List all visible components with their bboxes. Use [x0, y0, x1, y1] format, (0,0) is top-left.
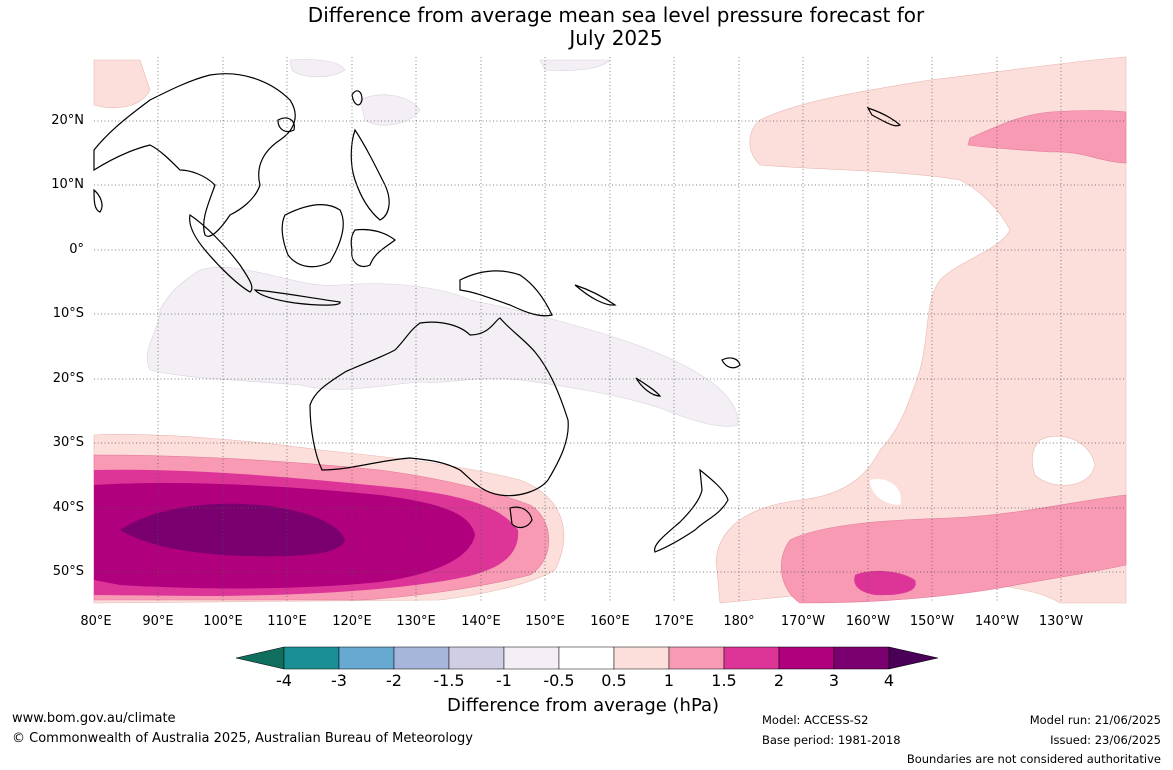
base-period-text: Base period: 1981-2018 [762, 733, 901, 747]
java-coast [253, 289, 341, 306]
website-link[interactable]: www.bom.gov.au/climate [12, 711, 176, 726]
lon-label-160w: 160°W [845, 614, 891, 629]
lat-label-10s: 10°S [52, 306, 84, 321]
issued-text: Issued: 23/06/2025 [1050, 733, 1161, 747]
anomaly-negative-small [146, 59, 739, 427]
australia-coast [309, 317, 569, 497]
colorbar [235, 646, 939, 670]
lon-label-150w: 150°W [909, 614, 955, 629]
title-line-1: Difference from average mean sea level p… [307, 3, 925, 27]
sumatra-coast [189, 214, 253, 293]
colorbar-segment [778, 646, 835, 670]
colorbar-segment [338, 646, 395, 670]
colorbar-segment [833, 646, 890, 670]
lon-label-140w: 140°W [974, 614, 1020, 629]
pacific-low-gap [1031, 435, 1096, 486]
lat-label-50s: 50°S [52, 564, 84, 579]
asia-mainland-coast [93, 73, 296, 237]
sulawesi-coast [350, 228, 396, 268]
fiji-coast [721, 357, 741, 369]
colorbar-tick: 3 [828, 671, 840, 690]
colorbar-tick: 2 [773, 671, 785, 690]
hawaii-coast [866, 106, 902, 127]
lon-label-170e: 170°E [654, 614, 694, 629]
boundaries-disclaimer: Boundaries are not considered authoritat… [906, 752, 1161, 766]
lon-label-130e: 130°E [396, 614, 436, 629]
map-title: Difference from average mean sea level p… [0, 4, 1173, 50]
colorbar-tick: 1 [663, 671, 675, 690]
lon-label-110e: 110°E [267, 614, 307, 629]
new-guinea-coast [459, 270, 553, 317]
colorbar-segment [668, 646, 725, 670]
lon-label-90e: 90°E [142, 614, 174, 629]
lat-label-20s: 20°S [52, 371, 84, 386]
copyright-text: © Commonwealth of Australia 2025, Austra… [12, 731, 473, 746]
lat-label-0: 0° [69, 242, 84, 257]
tasmania-coast [509, 506, 533, 529]
title-line-2: July 2025 [569, 26, 663, 50]
lat-label-40s: 40°S [52, 500, 84, 515]
solomon-islands-coast [574, 284, 617, 306]
lon-label-170w: 170°W [780, 614, 826, 629]
model-run-text: Model run: 21/06/2025 [1029, 713, 1161, 727]
colorbar-tick: 1.5 [711, 671, 737, 690]
colorbar-label: Difference from average (hPa) [447, 695, 720, 716]
graticule [94, 57, 1126, 603]
anomaly-positive-core [120, 503, 345, 557]
colorbar-tick: 0.5 [601, 671, 627, 690]
model-text: Model: ACCESS-S2 [762, 713, 869, 727]
colorbar-segment [393, 646, 450, 670]
lon-label-100e: 100°E [203, 614, 243, 629]
hainan-coast [277, 117, 295, 133]
taiwan-coast [351, 90, 363, 106]
lon-label-180: 180° [723, 614, 755, 629]
lat-label-20n: 20°N [51, 113, 84, 128]
lon-label-150e: 150°E [525, 614, 565, 629]
colorbar-segment [558, 646, 615, 670]
colorbar-segment [613, 646, 670, 670]
lon-label-130w: 130°W [1038, 614, 1084, 629]
colorbar-segment [283, 646, 340, 670]
sri-lanka-coast [93, 188, 103, 213]
colorbar-segment [448, 646, 505, 670]
colorbar-segment [723, 646, 780, 670]
colorbar-tick: -4 [276, 671, 292, 690]
colorbar-tick: -1.5 [433, 671, 465, 690]
new-caledonia-coast [635, 377, 662, 397]
colorbar-tick: -1 [496, 671, 512, 690]
coastlines [93, 73, 902, 553]
colorbar-segment [503, 646, 560, 670]
lon-label-120e: 120°E [332, 614, 372, 629]
colorbar-tick: -0.5 [543, 671, 575, 690]
new-zealand-coast [654, 468, 729, 553]
lat-label-30s: 30°S [52, 435, 84, 450]
lon-label-160e: 160°E [590, 614, 630, 629]
lat-label-10n: 10°N [51, 177, 84, 192]
colorbar-tick: -2 [386, 671, 402, 690]
colorbar-tick: -3 [331, 671, 347, 690]
lon-label-80e: 80°E [80, 614, 112, 629]
colorbar-extend-low [235, 646, 285, 670]
lon-label-140e: 140°E [461, 614, 501, 629]
colorbar-tick: 4 [883, 671, 895, 690]
colorbar-extend-high [888, 646, 939, 670]
borneo-coast [281, 203, 344, 268]
tasman-gap [870, 479, 901, 505]
